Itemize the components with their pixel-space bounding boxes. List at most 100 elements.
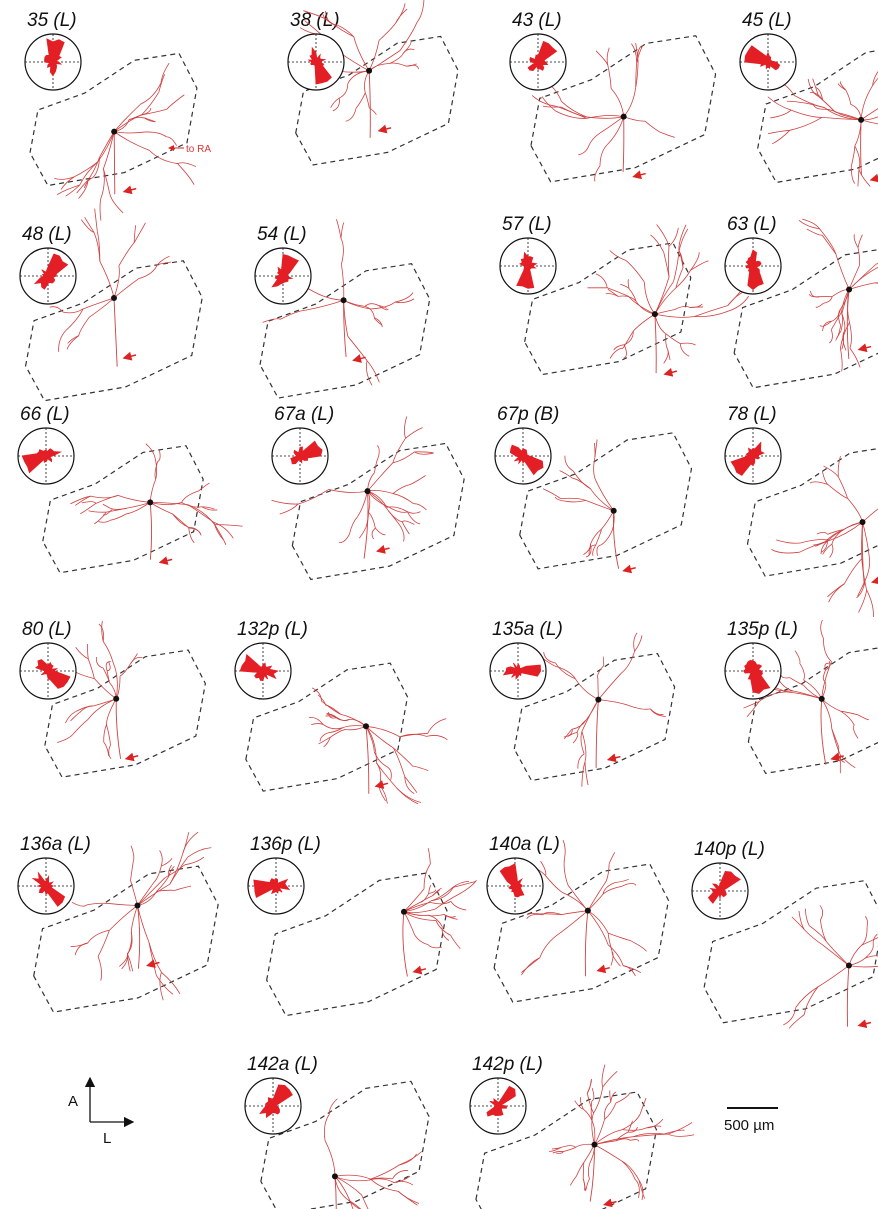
- dendrite: [104, 742, 109, 756]
- dendrite: [578, 146, 588, 155]
- panel-label: 136p (L): [250, 834, 321, 855]
- axon-arrow: [124, 355, 136, 358]
- dendrite: [182, 491, 199, 502]
- neuron-panel: 35 (L): [25, 10, 197, 221]
- dendrite: [106, 724, 110, 745]
- dendrite: [557, 106, 587, 118]
- dendrite: [393, 484, 411, 493]
- dendrite: [167, 95, 185, 109]
- axon-arrow: [124, 189, 136, 192]
- dendrite: [131, 880, 138, 905]
- soma: [652, 311, 658, 317]
- dendrite: [365, 93, 369, 108]
- dendrite: [660, 132, 675, 137]
- dendrite: [594, 1130, 622, 1145]
- neuron-panel: 54 (L): [255, 219, 430, 398]
- axon: [114, 132, 115, 195]
- dendrite: [668, 1134, 694, 1136]
- dendrite: [675, 306, 690, 309]
- dendrite: [126, 502, 150, 514]
- dendrite: [843, 522, 863, 530]
- dendrite: [544, 652, 556, 663]
- dendrite: [650, 235, 663, 252]
- dendrite: [85, 217, 94, 232]
- dendrite: [635, 1179, 639, 1198]
- axon: [585, 911, 588, 977]
- dendrite: [838, 747, 844, 762]
- dendrite: [558, 667, 575, 679]
- dendrite: [611, 88, 624, 116]
- dendrite: [366, 726, 393, 748]
- neuron-panel: 78 (L): [725, 404, 878, 617]
- dendrite: [305, 300, 343, 310]
- axon: [137, 906, 139, 969]
- dendrite: [588, 1163, 589, 1179]
- figure: 35 (L)38 (L)43 (L)45 (L)48 (L)54 (L)57 (…: [0, 0, 878, 1209]
- axon: [862, 522, 864, 585]
- dendrite: [628, 705, 650, 709]
- dendrite: [561, 1146, 576, 1148]
- axon: [114, 298, 117, 367]
- axon-arrow: [634, 174, 646, 177]
- dendrite: [822, 945, 849, 966]
- dendrite: [650, 709, 665, 717]
- dendrite: [664, 350, 669, 364]
- dendrite: [810, 482, 828, 485]
- axon-arrow: [859, 347, 871, 350]
- dendrite: [150, 479, 156, 502]
- soma: [147, 499, 153, 505]
- dendrite: [335, 1176, 362, 1194]
- dendrite: [588, 884, 604, 910]
- dendrite: [602, 511, 614, 529]
- dendrite: [552, 1147, 561, 1149]
- dendrite: [792, 917, 804, 930]
- dendrite: [543, 489, 561, 499]
- dendrite: [546, 876, 563, 893]
- dendrite: [874, 283, 878, 285]
- dendrite: [589, 133, 601, 146]
- dendrite: [323, 725, 342, 729]
- dendrite: [98, 520, 110, 522]
- dendrite: [586, 1179, 590, 1190]
- dendrite: [339, 534, 349, 543]
- dendrite: [674, 251, 679, 281]
- dendrite: [583, 1179, 585, 1190]
- dendrite: [435, 894, 459, 909]
- dendrite: [600, 144, 608, 166]
- dendrite: [564, 859, 568, 885]
- dendrite: [127, 502, 150, 508]
- axon: [116, 699, 120, 759]
- dendrite: [188, 848, 212, 858]
- dendrite: [329, 489, 368, 492]
- dendrite: [100, 261, 114, 298]
- dendrite: [114, 132, 149, 151]
- dendrite: [668, 1122, 692, 1134]
- dendrite: [330, 730, 346, 737]
- dendrite: [628, 280, 629, 289]
- dendrite: [585, 762, 588, 785]
- dendrite: [429, 885, 431, 893]
- dendrite: [426, 735, 447, 739]
- dendrite: [655, 314, 694, 317]
- dendrite: [371, 1165, 399, 1179]
- dendrite: [428, 848, 430, 864]
- panel-label: 66 (L): [20, 404, 70, 425]
- neuron-panel: 43 (L): [510, 10, 716, 182]
- dendrite: [532, 95, 557, 106]
- dendrite: [393, 748, 412, 766]
- dendrite: [822, 471, 828, 485]
- dendrite: [397, 788, 421, 803]
- dendrite: [372, 528, 375, 539]
- dendrite: [851, 146, 855, 166]
- axon-arrow: [378, 548, 390, 551]
- dendrite: [768, 97, 791, 110]
- dendrite: [611, 1092, 616, 1102]
- dendrite: [669, 228, 678, 246]
- panels: 35 (L)38 (L)43 (L)45 (L)48 (L)54 (L)57 (…: [18, 0, 878, 1209]
- dendrite: [824, 109, 841, 114]
- axon-arrow: [859, 1023, 871, 1026]
- panel-label: 142a (L): [247, 1054, 318, 1075]
- dendrite: [415, 935, 428, 944]
- soma: [819, 696, 825, 702]
- dendrite: [98, 956, 102, 980]
